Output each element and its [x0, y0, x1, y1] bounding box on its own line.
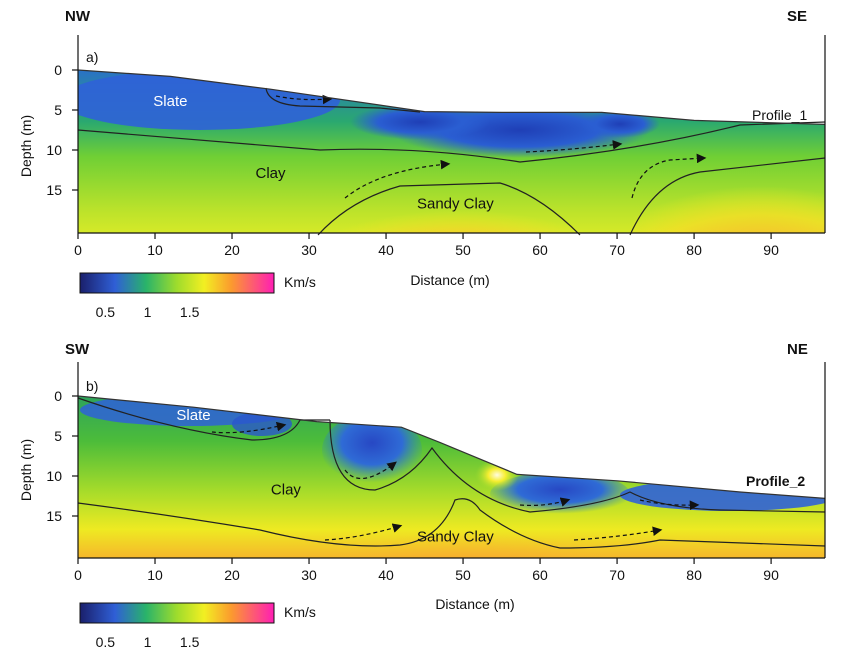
velocity-field: [78, 396, 825, 558]
colorbar-tick-label: 1.5: [180, 304, 200, 320]
x-tick-label: 0: [74, 567, 82, 583]
x-tick-label: 30: [301, 567, 317, 583]
corner-label-right: SE: [787, 8, 807, 25]
x-tick-label: 40: [378, 242, 394, 258]
x-tick-label: 20: [224, 242, 240, 258]
boundary-slate-clay: [77, 397, 330, 441]
x-tick-label: 20: [224, 567, 240, 583]
flow-arrow: [211, 421, 287, 434]
x-tick-label: 10: [147, 567, 163, 583]
flow-arrow: [344, 461, 397, 479]
colorbar: [79, 602, 275, 624]
y-tick-label: 15: [46, 182, 62, 198]
surface-line: [77, 395, 826, 499]
y-tick-label: 5: [54, 428, 62, 444]
layer-label: Sandy Clay: [417, 529, 494, 546]
boundary-sandy-clay: [77, 498, 826, 549]
boundary-east: [629, 157, 826, 236]
x-tick-label: 50: [455, 567, 471, 583]
panel-label: a): [86, 49, 98, 65]
x-tick-label: 80: [686, 242, 702, 258]
colorbar-tick-label: 1: [144, 304, 152, 320]
y-axis-title: Depth (m): [18, 439, 34, 501]
panel-b: SW NE 0 10 20 30 40 50 60 70 80 90 0 5 10 15 b) Dista…: [18, 341, 826, 650]
layer-labels: Slate Clay Sandy Clay: [176, 407, 494, 546]
x-tick-label: 90: [763, 242, 779, 258]
boundary-central: [329, 419, 826, 513]
flow-arrow: [639, 499, 700, 511]
colorbar-ticks: 0.5 1 1.5: [96, 304, 200, 320]
flow-arrow: [525, 140, 623, 153]
x-tick-label: 60: [532, 567, 548, 583]
y-tick-label: 0: [54, 62, 62, 78]
flow-arrow: [573, 526, 663, 541]
surface-line: [77, 69, 826, 125]
x-axis-title: Distance (m): [435, 596, 514, 612]
y-tick-label: 5: [54, 102, 62, 118]
y-tick-label: 15: [46, 508, 62, 524]
y-tick-label: 10: [46, 142, 62, 158]
colorbar-tick-label: 0.5: [96, 304, 116, 320]
colorbar-tick-label: 1.5: [180, 634, 200, 650]
boundary-sandy-clay: [317, 182, 581, 236]
corner-label-left: SW: [65, 341, 90, 358]
x-tick-label: 30: [301, 242, 317, 258]
flow-arrow: [631, 153, 707, 199]
colorbar-tick-label: 1: [144, 634, 152, 650]
layer-label: Slate: [153, 93, 187, 110]
flow-arrow: [324, 523, 403, 541]
layer-label: Sandy Clay: [417, 195, 494, 212]
layer-labels: Slate Clay Sandy Clay: [153, 93, 494, 212]
layer-label: Clay: [256, 165, 287, 182]
layer-label: Clay: [271, 481, 302, 498]
profile-name: Profile_1: [752, 107, 807, 123]
corner-label-left: NW: [65, 8, 91, 25]
x-tick-label: 70: [609, 242, 625, 258]
y-axis-title: Depth (m): [18, 115, 34, 177]
panel-label: b): [86, 378, 98, 394]
corner-label-right: NE: [787, 341, 808, 358]
x-tick-label: 10: [147, 242, 163, 258]
y-tick-label: 0: [54, 388, 62, 404]
axis-ticks: 0 10 20 30 40 50 60 70 80 90 0 5 10 15: [46, 388, 779, 583]
x-tick-label: 0: [74, 242, 82, 258]
x-tick-label: 80: [686, 567, 702, 583]
boundary-upper-lens: [265, 87, 421, 113]
profile-name: Profile_2: [746, 473, 805, 489]
colorbar: [79, 272, 275, 294]
colorbar-unit: Km/s: [284, 274, 316, 290]
layer-label: Slate: [176, 407, 210, 424]
y-tick-label: 10: [46, 468, 62, 484]
flow-arrow: [519, 497, 571, 507]
colorbar-ticks: 0.5 1 1.5: [96, 634, 200, 650]
x-tick-label: 50: [455, 242, 471, 258]
panel-a: NW SE 0 10 20 30 40 50 60 70 80 90 0 5 10 15: [18, 8, 826, 320]
colorbar-tick-label: 0.5: [96, 634, 116, 650]
boundary-slate-clay: [77, 121, 826, 163]
flow-arrow: [275, 94, 333, 105]
x-tick-label: 40: [378, 567, 394, 583]
x-tick-label: 60: [532, 242, 548, 258]
x-tick-label: 70: [609, 567, 625, 583]
x-tick-label: 90: [763, 567, 779, 583]
flow-arrow: [344, 159, 451, 199]
colorbar-unit: Km/s: [284, 604, 316, 620]
x-axis-title: Distance (m): [410, 272, 489, 288]
axis-ticks: 0 10 20 30 40 50 60 70 80 90 0 5 10 15: [46, 62, 779, 258]
